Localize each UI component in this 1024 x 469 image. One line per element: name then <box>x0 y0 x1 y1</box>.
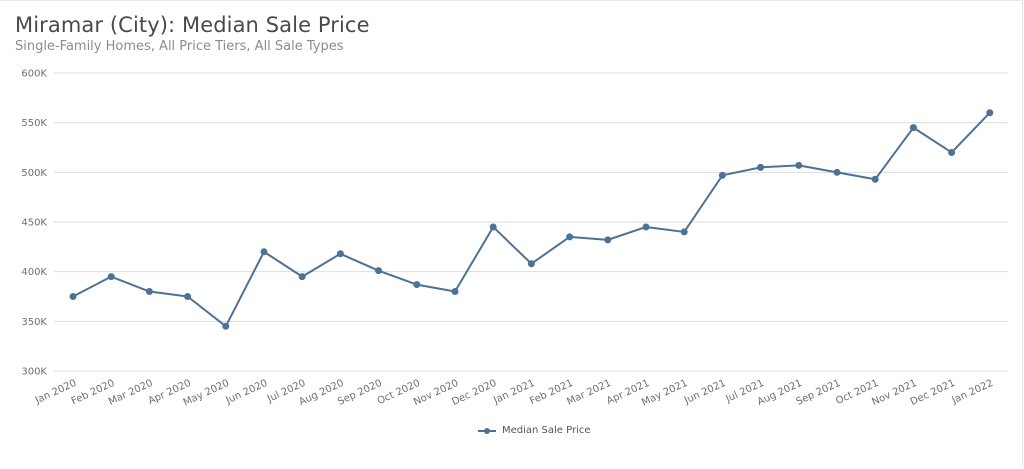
x-tick-label: Jun 2020 <box>224 378 270 407</box>
data-point[interactable] <box>107 273 115 281</box>
data-point[interactable] <box>909 124 917 132</box>
data-point[interactable] <box>757 163 765 171</box>
data-point[interactable] <box>413 281 421 289</box>
data-point[interactable] <box>298 273 306 281</box>
data-point[interactable] <box>871 175 879 183</box>
data-point[interactable] <box>833 168 841 176</box>
y-tick-label: 550K <box>21 118 47 129</box>
legend-label: Median Sale Price <box>502 425 591 436</box>
data-point[interactable] <box>642 223 650 231</box>
legend-line-marker-icon <box>478 426 496 436</box>
y-tick-label: 600K <box>21 69 47 80</box>
legend[interactable]: Median Sale Price <box>478 425 591 436</box>
x-tick-label: Jun 2021 <box>682 378 728 407</box>
x-tick-label: Sep 2021 <box>795 378 843 408</box>
data-point[interactable] <box>260 248 268 256</box>
data-point[interactable] <box>986 109 994 117</box>
series-line <box>72 112 991 328</box>
x-tick-label: Jan 2022 <box>950 378 995 407</box>
y-tick-label: 500K <box>21 168 47 179</box>
x-tick-label: Mar 2020 <box>107 378 155 408</box>
data-point[interactable] <box>604 236 612 244</box>
data-point[interactable] <box>184 293 192 300</box>
x-tick-label: Mar 2021 <box>565 378 613 408</box>
y-tick-label: 350K <box>21 317 47 328</box>
data-point[interactable] <box>795 161 803 169</box>
data-point[interactable] <box>948 148 956 156</box>
data-point[interactable] <box>69 293 77 300</box>
data-point[interactable] <box>566 233 574 241</box>
x-tick-label: Sep 2020 <box>336 378 384 408</box>
data-point[interactable] <box>222 322 230 330</box>
data-point[interactable] <box>451 288 459 296</box>
data-point[interactable] <box>489 223 497 231</box>
y-tick-label: 450K <box>21 218 47 229</box>
y-tick-label: 300K <box>21 367 47 378</box>
data-point[interactable] <box>718 171 726 179</box>
y-tick-label: 400K <box>21 267 47 278</box>
data-point[interactable] <box>375 267 383 275</box>
data-point[interactable] <box>336 250 344 258</box>
chart-subtitle: Single-Family Homes, All Price Tiers, Al… <box>15 39 344 54</box>
chart-title: Miramar (City): Median Sale Price <box>15 13 370 37</box>
data-point[interactable] <box>680 228 688 236</box>
data-point[interactable] <box>527 260 535 268</box>
data-point[interactable] <box>145 288 153 296</box>
